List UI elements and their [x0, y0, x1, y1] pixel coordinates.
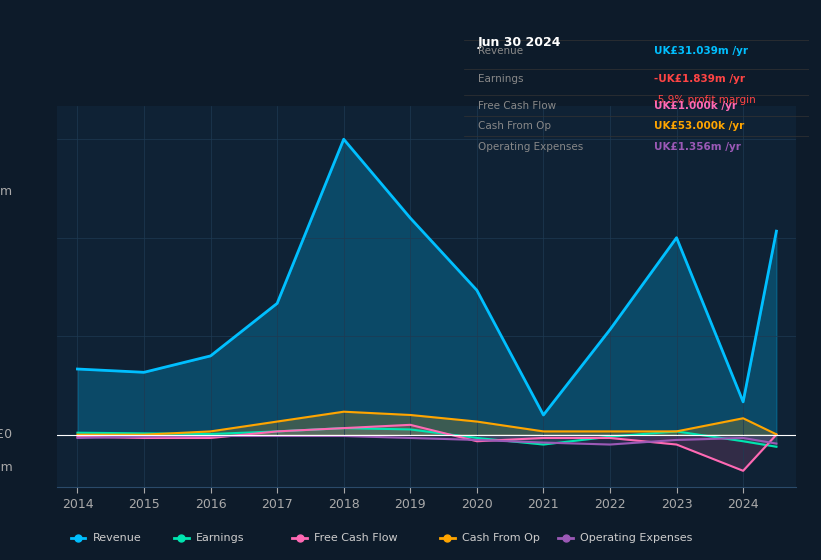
- Text: Operating Expenses: Operating Expenses: [580, 533, 693, 543]
- Text: Jun 30 2024: Jun 30 2024: [478, 36, 562, 49]
- Text: Cash From Op: Cash From Op: [478, 122, 551, 131]
- Text: UK£1.000k /yr: UK£1.000k /yr: [654, 101, 736, 111]
- Text: -5.9% profit margin: -5.9% profit margin: [654, 95, 755, 105]
- Text: Revenue: Revenue: [93, 533, 141, 543]
- Text: UK£31.039m /yr: UK£31.039m /yr: [654, 46, 747, 56]
- Text: Revenue: Revenue: [478, 46, 523, 56]
- Text: Free Cash Flow: Free Cash Flow: [314, 533, 398, 543]
- Text: -UK£1.839m /yr: -UK£1.839m /yr: [654, 74, 745, 84]
- Text: UK£1.356m /yr: UK£1.356m /yr: [654, 142, 741, 152]
- Text: Free Cash Flow: Free Cash Flow: [478, 101, 556, 111]
- Text: Earnings: Earnings: [196, 533, 245, 543]
- Text: -UK£5m: -UK£5m: [0, 461, 13, 474]
- Text: UK£53.000k /yr: UK£53.000k /yr: [654, 122, 744, 131]
- Text: Cash From Op: Cash From Op: [462, 533, 540, 543]
- Text: Operating Expenses: Operating Expenses: [478, 142, 583, 152]
- Text: Earnings: Earnings: [478, 74, 523, 84]
- Text: UK£45m: UK£45m: [0, 185, 13, 198]
- Text: UK£0: UK£0: [0, 428, 13, 441]
